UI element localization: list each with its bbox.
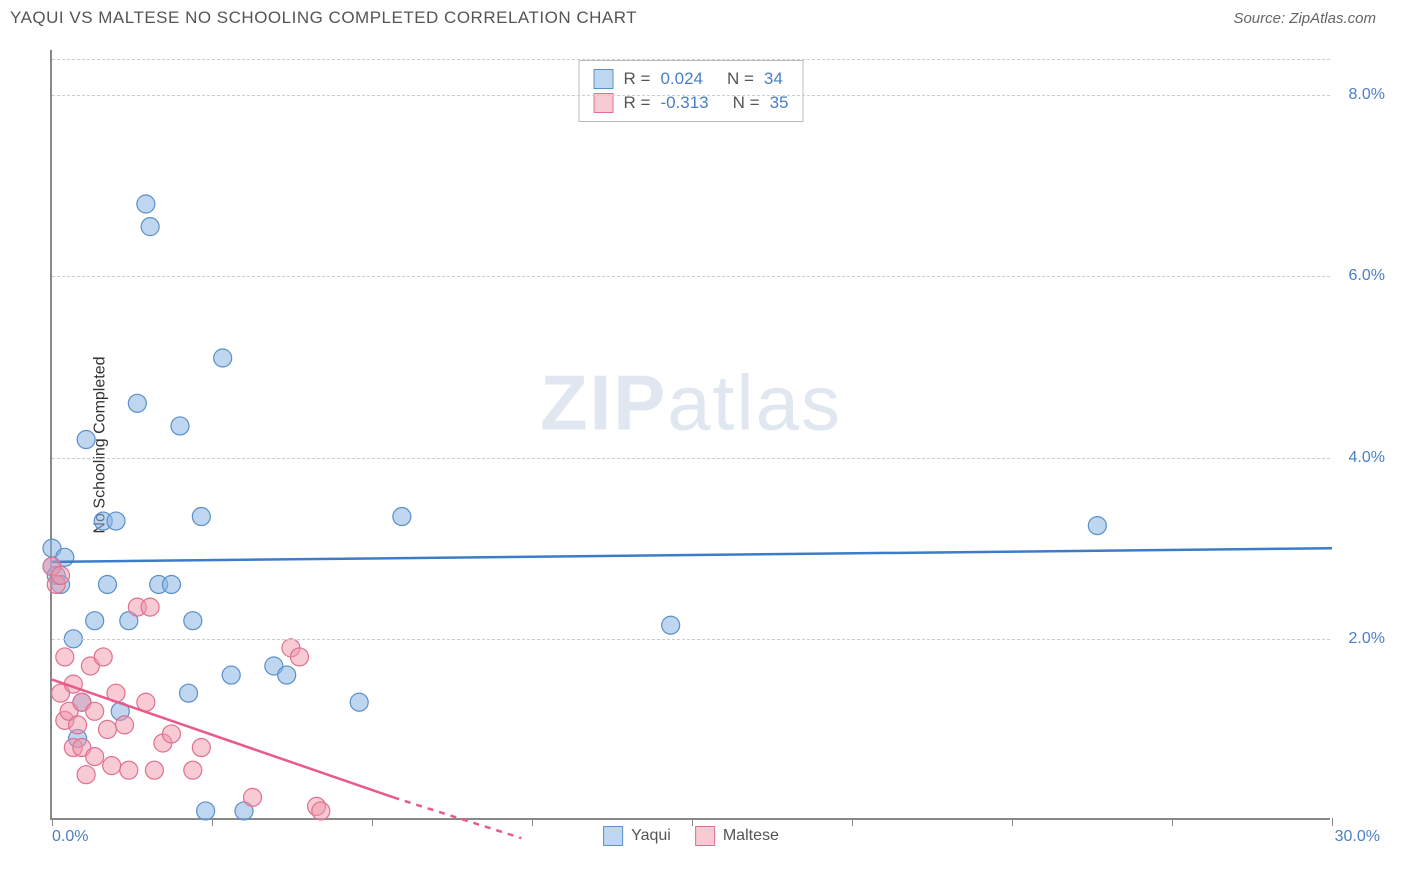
- x-tick: [52, 818, 53, 826]
- data-point: [222, 666, 240, 684]
- data-point: [184, 612, 202, 630]
- regression-line-dashed: [393, 797, 521, 838]
- legend-swatch: [594, 69, 614, 89]
- x-axis-start-label: 0.0%: [52, 828, 88, 846]
- legend-swatch: [603, 826, 623, 846]
- data-point: [1088, 517, 1106, 535]
- legend-r-label: R =: [624, 69, 651, 89]
- data-point: [141, 218, 159, 236]
- gridline: [52, 59, 1330, 60]
- data-point: [184, 761, 202, 779]
- data-point: [86, 612, 104, 630]
- gridline: [52, 276, 1330, 277]
- y-tick-label: 6.0%: [1349, 267, 1385, 285]
- gridline: [52, 95, 1330, 96]
- x-tick: [212, 818, 213, 826]
- data-point: [350, 693, 368, 711]
- data-point: [171, 417, 189, 435]
- data-point: [103, 757, 121, 775]
- legend-series: Yaqui Maltese: [603, 826, 779, 846]
- data-point: [98, 575, 116, 593]
- data-point: [120, 761, 138, 779]
- data-point: [278, 666, 296, 684]
- gridline: [52, 639, 1330, 640]
- legend-n-value: 34: [764, 69, 783, 89]
- data-point: [116, 716, 134, 734]
- data-point: [56, 648, 74, 666]
- data-point: [662, 616, 680, 634]
- plot-region: ZIPatlas R = 0.024N = 34R = -0.313N = 35…: [50, 50, 1330, 820]
- data-point: [86, 748, 104, 766]
- data-point: [214, 349, 232, 367]
- y-tick-label: 2.0%: [1349, 630, 1385, 648]
- legend-series-item: Yaqui: [603, 826, 671, 846]
- x-tick: [372, 818, 373, 826]
- data-point: [69, 716, 87, 734]
- legend-stats: R = 0.024N = 34R = -0.313N = 35: [579, 60, 804, 122]
- data-point: [192, 508, 210, 526]
- data-point: [145, 761, 163, 779]
- legend-series-label: Maltese: [723, 827, 779, 845]
- data-point: [77, 766, 95, 784]
- chart-area: No Schooling Completed ZIPatlas R = 0.02…: [50, 50, 1380, 840]
- x-tick: [1332, 818, 1333, 826]
- data-point: [128, 394, 146, 412]
- data-point: [192, 739, 210, 757]
- data-point: [162, 725, 180, 743]
- data-point: [141, 598, 159, 616]
- data-point: [107, 512, 125, 530]
- data-point: [77, 431, 95, 449]
- y-tick-label: 8.0%: [1349, 86, 1385, 104]
- chart-source: Source: ZipAtlas.com: [1233, 10, 1376, 27]
- x-tick: [1012, 818, 1013, 826]
- data-point: [393, 508, 411, 526]
- regression-line: [52, 680, 393, 798]
- legend-stats-row: R = 0.024 N = 34: [594, 67, 789, 91]
- plot-svg: [52, 50, 1330, 818]
- data-point: [137, 195, 155, 213]
- data-point: [244, 788, 262, 806]
- y-tick-label: 4.0%: [1349, 449, 1385, 467]
- x-tick: [1172, 818, 1173, 826]
- x-tick: [692, 818, 693, 826]
- gridline: [52, 458, 1330, 459]
- data-point: [94, 648, 112, 666]
- legend-series-item: Maltese: [695, 826, 779, 846]
- data-point: [162, 575, 180, 593]
- regression-line: [52, 548, 1332, 562]
- data-point: [86, 702, 104, 720]
- chart-header: YAQUI VS MALTESE NO SCHOOLING COMPLETED …: [0, 0, 1406, 32]
- data-point: [52, 566, 70, 584]
- data-point: [312, 802, 330, 820]
- x-axis-end-label: 30.0%: [1335, 828, 1380, 846]
- data-point: [180, 684, 198, 702]
- legend-r-value: 0.024: [660, 69, 703, 89]
- x-tick: [532, 818, 533, 826]
- chart-title: YAQUI VS MALTESE NO SCHOOLING COMPLETED …: [10, 8, 637, 28]
- data-point: [290, 648, 308, 666]
- legend-swatch: [695, 826, 715, 846]
- x-tick: [852, 818, 853, 826]
- legend-series-label: Yaqui: [631, 827, 671, 845]
- data-point: [98, 720, 116, 738]
- legend-n-label: N =: [727, 69, 754, 89]
